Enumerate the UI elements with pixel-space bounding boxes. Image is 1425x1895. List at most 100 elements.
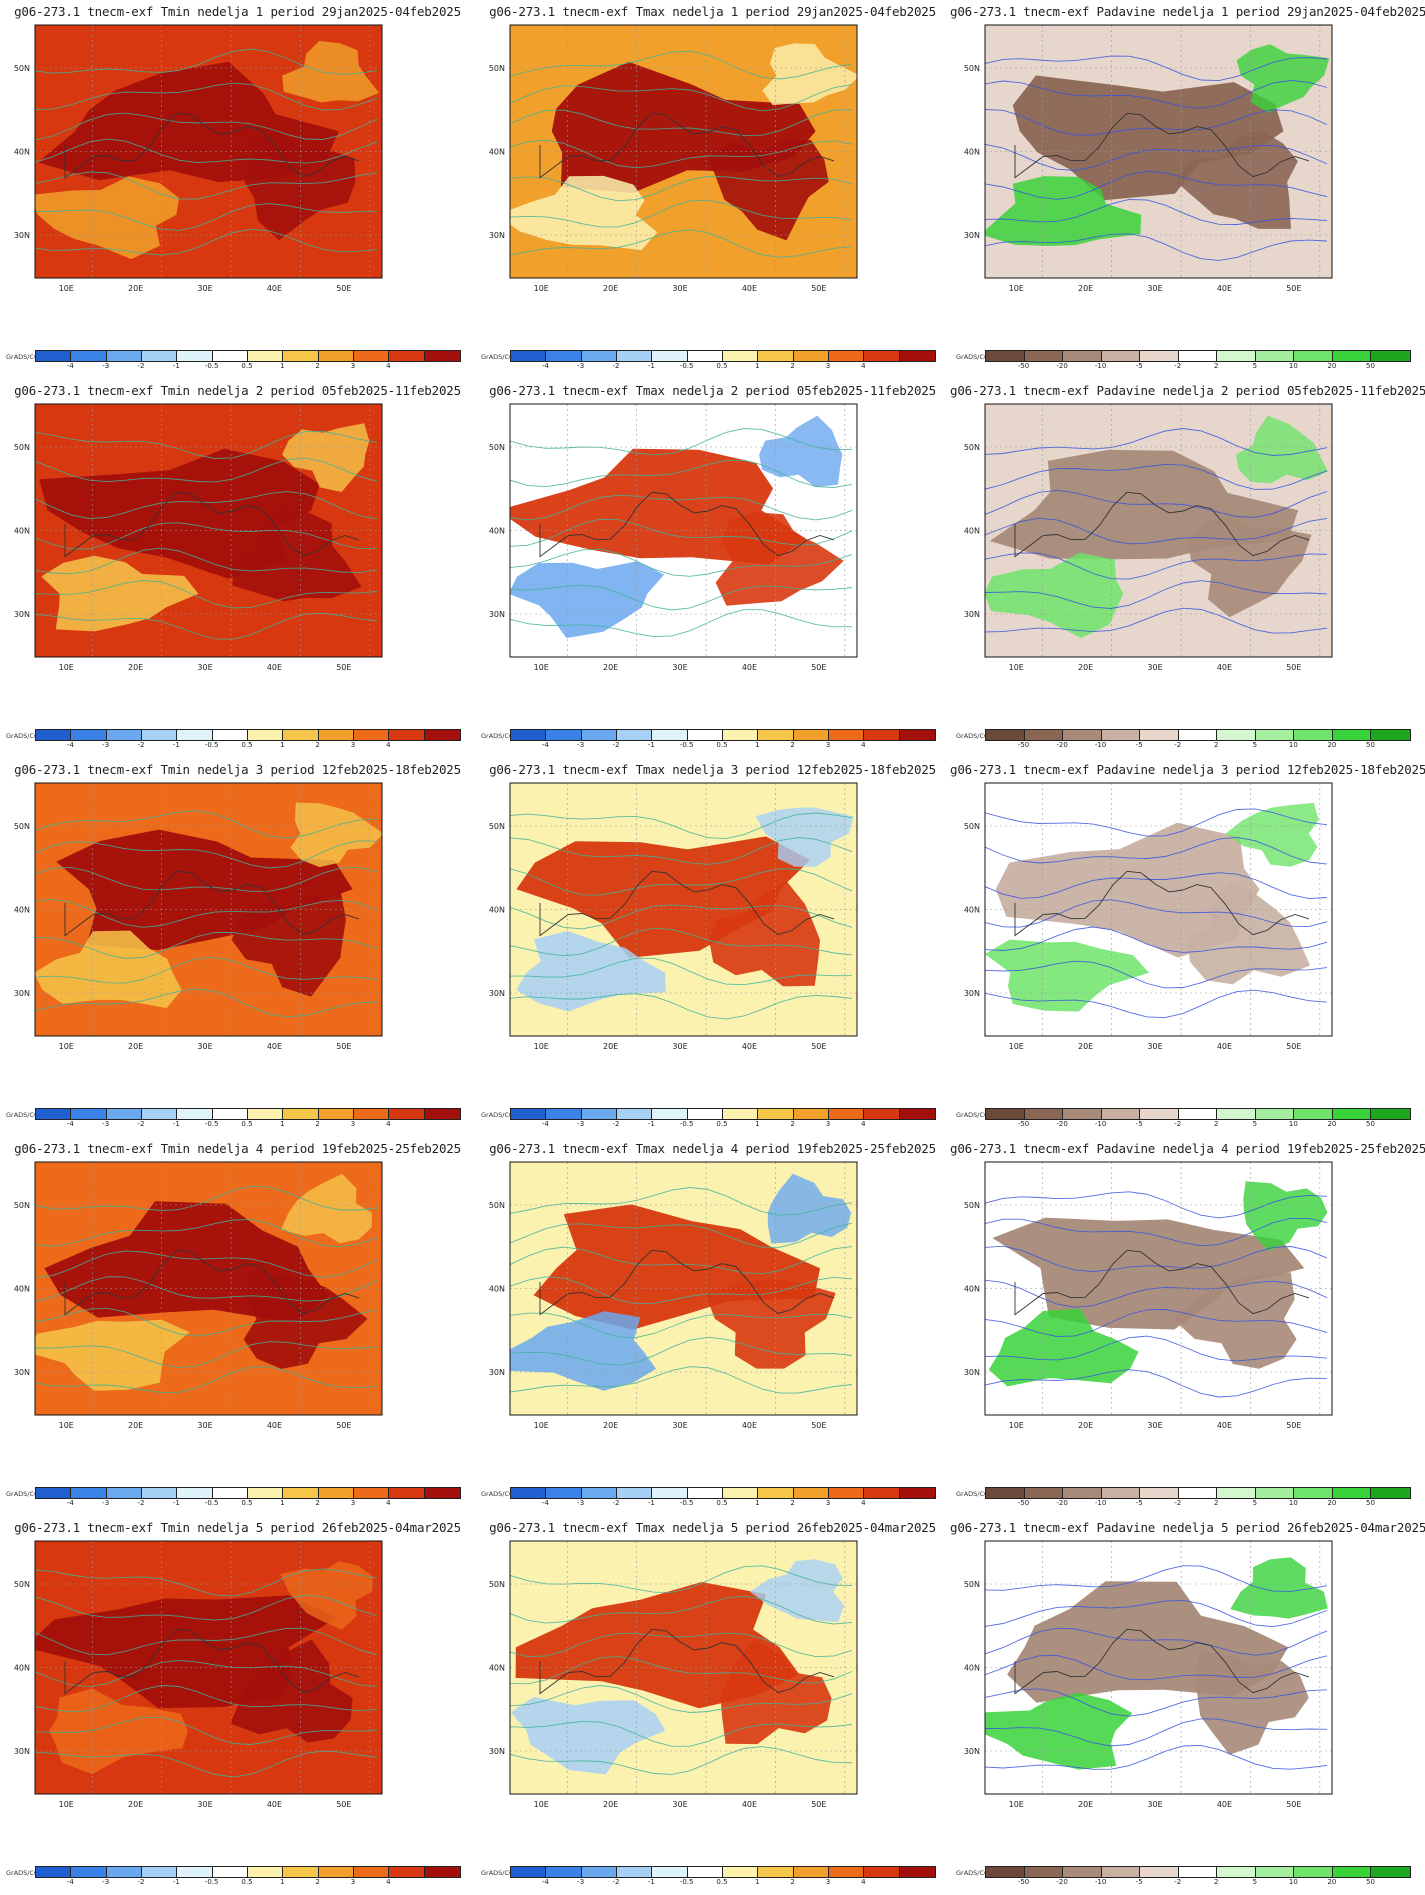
colorbar-label: -2 [1174,1878,1182,1886]
lon-tick-label: 10E [59,284,74,293]
coastline [1014,1249,1310,1316]
colorbar-label: -1 [647,741,655,749]
lat-tick-label: 30N [964,231,980,240]
lon-tick-label: 10E [59,1800,74,1809]
contour-line [985,1718,1328,1747]
contour-line [985,1309,1328,1337]
anomaly-map: 50N 40N 30N 10E 20E 30E 40E 50E [964,403,1333,672]
grads-credit: GrADS/COLA [481,1490,523,1498]
contour-line [510,1366,853,1394]
lon-tick-label: 50E [811,1042,826,1051]
contour-line [510,1655,853,1685]
colorbar-label: -2 [612,1878,620,1886]
colorbar-swatch [793,730,829,740]
colorbar-swatch [899,1867,935,1877]
lon-tick-label: 50E [336,1421,351,1430]
panel-title: g06-273.1 tnecm-exf Tmax nedelja 5 perio… [489,1520,936,1535]
grads-credit: GrADS/COLA [6,1111,48,1119]
lon-tick-label: 30E [1147,284,1162,293]
colorbar-label: -4 [66,1878,74,1886]
map-frame [34,1540,383,1795]
colorbar: GrADS/COLA -4 -3 -2 -1 -0.5 0.5 1 2 3 4 [475,1866,950,1890]
anomaly-region [1176,129,1298,229]
colorbar-swatch [1140,1488,1179,1498]
map-frame [509,1540,858,1795]
contour-line [985,1627,1328,1656]
lat-tick-label: 40N [14,906,30,915]
colorbar-swatch [511,1109,547,1119]
colorbar-swatch [864,1867,900,1877]
colorbar-label: 2 [790,741,795,749]
contour-line [985,1599,1328,1628]
anomaly-region [995,822,1260,958]
anomaly-region [1187,881,1311,985]
colorbar-label: 50 [1365,362,1375,370]
anomaly-region [282,423,370,492]
contour-line [985,1245,1328,1272]
colorbar-label: 4 [386,741,391,749]
lon-tick-label: 30E [672,1421,687,1430]
colorbar-swatch [687,730,723,740]
lon-tick-label: 30E [197,284,212,293]
colorbar-label: -2 [1174,362,1182,370]
colorbar-swatch [318,730,354,740]
anomaly-region [985,1692,1133,1770]
lon-tick-label: 40E [742,1800,757,1809]
colorbar-label: -2 [612,1120,620,1128]
colorbar-swatch [212,1867,248,1877]
lon-tick-label: 20E [603,284,618,293]
colorbar-label: -4 [66,1120,74,1128]
anomaly-map: 50N 40N 30N 10E 20E 30E 40E 50E [14,24,383,293]
map-panel: g06-273.1 tnecm-exf Tmin nedelja 5 perio… [0,1516,475,1895]
contour-line [35,82,378,111]
contour-line [510,957,852,986]
colorbar-label: 2 [1214,1878,1219,1886]
colorbar-swatch [424,730,460,740]
lon-tick-label: 40E [742,284,757,293]
lon-tick-label: 50E [811,663,826,672]
colorbar-swatch [1332,1867,1372,1877]
contour-line [985,1688,1328,1717]
colorbar-label: -0.5 [204,1499,219,1507]
colorbar: GrADS/COLA -4 -3 -2 -1 -0.5 0.5 1 2 3 4 [0,350,475,374]
colorbar-label: -20 [1056,1499,1068,1507]
contour-line [985,199,1328,225]
map-frame [984,1540,1333,1795]
colorbar-swatch [1255,1867,1295,1877]
colorbar-label: -4 [541,362,549,370]
lon-tick-label: 40E [742,1042,757,1051]
lat-tick-label: 40N [489,148,505,157]
anomaly-region [985,939,1150,1012]
map-panel: g06-273.1 tnecm-exf Padavine nedelja 5 p… [950,1516,1425,1895]
colorbar-label: 4 [861,1499,866,1507]
colorbar-swatch [283,1109,319,1119]
colorbar-swatch [1178,730,1218,740]
anomaly-map: 50N 40N 30N 10E 20E 30E 40E 50E [964,782,1333,1051]
colorbar-swatch [1371,730,1410,740]
lon-tick-label: 20E [128,663,143,672]
colorbar-swatch [1024,1488,1064,1498]
lon-tick-label: 10E [59,1421,74,1430]
colorbar-label: -4 [66,362,74,370]
colorbar-label: 4 [386,362,391,370]
colorbar-label: 1 [755,1120,760,1128]
anomaly-region [992,1217,1305,1330]
anomaly-region [749,1559,844,1622]
colorbar-swatch [71,1109,107,1119]
colorbar-label: -5 [1135,741,1143,749]
contour-line [510,494,853,521]
lon-tick-label: 50E [1286,1421,1301,1430]
colorbar-label: 0.5 [241,1120,253,1128]
colorbar-swatch [353,730,390,740]
contour-line [985,463,1328,490]
colorbar-label: 2 [790,1499,795,1507]
anomaly-region [1172,1272,1297,1369]
colorbar-swatch [581,1867,617,1877]
lat-tick-label: 50N [964,822,980,831]
panel-title: g06-273.1 tnecm-exf Padavine nedelja 1 p… [950,4,1425,19]
colorbar-label: 1 [755,362,760,370]
panel-title: g06-273.1 tnecm-exf Tmax nedelja 3 perio… [489,762,936,777]
lat-tick-label: 40N [14,527,30,536]
lat-tick-label: 40N [14,148,30,157]
grads-credit: GrADS/COLA [481,353,523,361]
